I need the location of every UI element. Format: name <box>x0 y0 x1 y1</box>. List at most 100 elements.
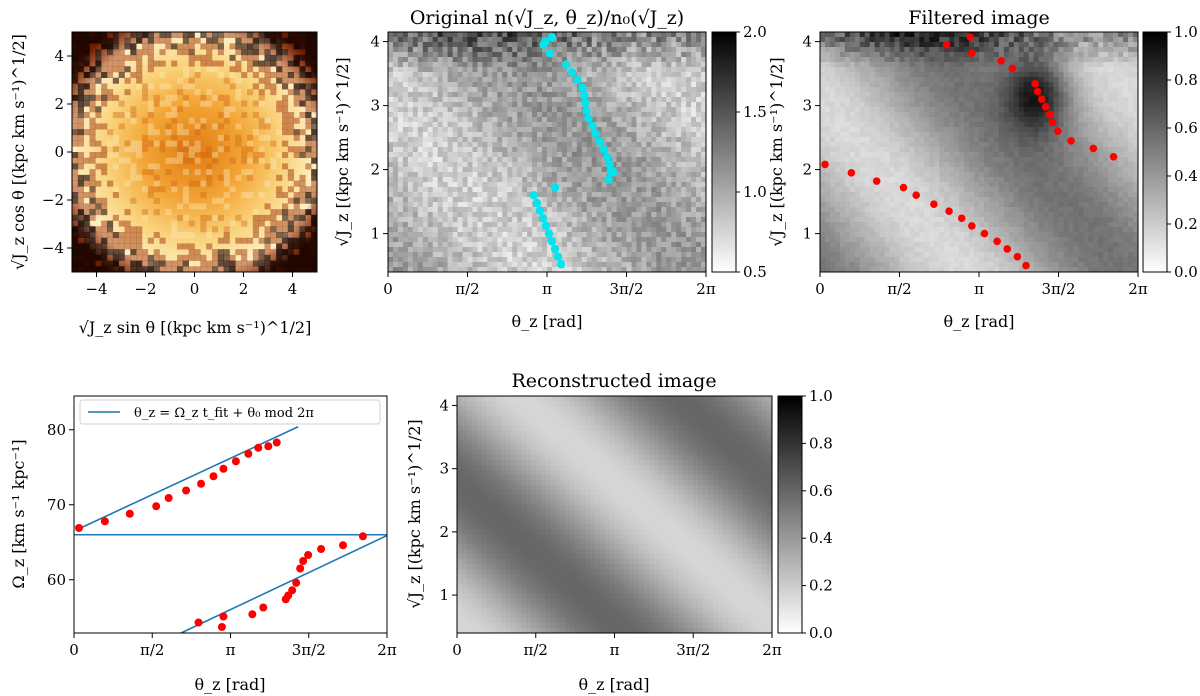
frequency-point <box>339 541 348 550</box>
panel-a-xtick-label: −4 <box>85 280 107 298</box>
frequency-point <box>219 464 228 473</box>
frequency-point <box>358 532 367 541</box>
filtered-point <box>1041 103 1050 111</box>
frequency-point <box>231 457 240 466</box>
panel-b-ytick-label: 4 <box>370 33 380 51</box>
original-point <box>541 221 551 231</box>
frequency-point <box>317 545 326 553</box>
panel-e-cbar-label: 0.4 <box>809 529 833 547</box>
frequency-point <box>209 472 218 481</box>
original-point <box>547 237 557 246</box>
filtered-point <box>942 41 951 49</box>
panel-b-xtick-label: 3π/2 <box>610 280 644 298</box>
panel-c-ylabel: √J_z [(kpc km s⁻¹)^1/2] <box>767 57 786 246</box>
original-point <box>582 106 591 115</box>
panel-c-cbar-label: 0.8 <box>1174 71 1198 89</box>
filtered-point <box>1089 144 1098 153</box>
frequency-point <box>164 494 173 502</box>
original-heatmap <box>388 32 706 272</box>
original-point <box>568 68 577 77</box>
original-point <box>553 252 563 261</box>
panel-a-ytick-label: −4 <box>42 239 64 257</box>
panel-e-cbar-label: 0.2 <box>809 577 833 595</box>
panel-d-xtick-label: π <box>226 641 236 659</box>
filtered-point <box>1013 252 1022 261</box>
panel-e-ytick-label: 4 <box>439 396 449 414</box>
panel-a-xtick-label: 0 <box>190 280 200 298</box>
original-point <box>580 91 589 100</box>
original-point <box>578 83 587 92</box>
frequency-point <box>248 610 257 619</box>
frequency-point <box>272 438 281 447</box>
panel-c-cbar-label: 0.0 <box>1174 263 1198 281</box>
original-point <box>605 160 614 169</box>
filtered-point <box>1109 153 1118 161</box>
frequency-point <box>292 578 301 587</box>
original-point <box>591 129 600 138</box>
panel-e-ytick-label: 1 <box>439 586 449 604</box>
face-on-heatmap <box>72 32 317 272</box>
filtered-point <box>1054 127 1062 135</box>
panel-a-ylabel: √J_z cos θ [(kpc km s⁻¹)^1/2] <box>9 34 28 270</box>
filtered-point <box>966 33 975 41</box>
panel-reconstructed: Reconstructed image 0 π/2 π 3π/2 2π 1 2 3 4 θ_z … <box>405 370 833 694</box>
panel-b-cbar-label: 1.0 <box>743 183 767 201</box>
panel-filtered: Filtered image 0 π/2 π 3π/2 2π 1 2 3 4 θ_z [rad]… <box>767 7 1198 331</box>
original-point <box>573 75 582 85</box>
frequency-point <box>288 586 297 595</box>
panel-a-ytick-label: 2 <box>54 95 64 113</box>
panel-c-xtick-label: 2π <box>1128 280 1148 298</box>
panel-d-xtick-label: 0 <box>69 641 79 659</box>
panel-c-cbar-label: 1.0 <box>1174 23 1198 41</box>
frequency-point <box>194 618 203 627</box>
original-colorbar <box>711 31 737 273</box>
panel-b-ytick-label: 1 <box>370 225 380 243</box>
panel-b-ylabel: √J_z [(kpc km s⁻¹)^1/2] <box>333 57 352 246</box>
frequency-point <box>259 603 268 612</box>
filtered-point <box>899 183 908 192</box>
panel-e-xtick-label: π/2 <box>524 641 548 659</box>
filtered-point <box>1033 87 1042 96</box>
panel-e-title: Reconstructed image <box>511 370 716 392</box>
panel-b-xtick-label: 2π <box>696 280 716 298</box>
panel-b-cbar-label: 1.5 <box>743 103 767 121</box>
original-point <box>604 175 613 185</box>
panel-b-cbar-label: 0.5 <box>743 263 767 281</box>
filtered-colorbar <box>1142 31 1168 273</box>
filtered-point <box>872 177 881 185</box>
filtered-point <box>968 49 976 57</box>
frequency-point <box>264 442 273 451</box>
panel-e-ytick-label: 3 <box>439 460 449 478</box>
panel-c-cbar-label: 0.4 <box>1174 167 1198 185</box>
original-point <box>529 191 538 200</box>
panel-b-ytick-label: 2 <box>370 161 380 179</box>
frequency-point <box>296 564 305 573</box>
panel-b-xtick-label: π/2 <box>455 280 479 298</box>
filtered-point <box>847 169 856 177</box>
panel-frequency-fit: 0 π/2 π 3π/2 2π 80 70 60 θ_z = Ω_z t_fit + θ₀ m… <box>9 395 397 694</box>
panel-a-xtick-label: 4 <box>288 280 298 298</box>
original-point <box>550 244 560 254</box>
panel-b-xlabel: θ_z [rad] <box>511 312 582 331</box>
fit-line <box>78 426 299 530</box>
original-point <box>550 183 560 192</box>
panel-c-ytick-label: 1 <box>802 225 812 243</box>
panel-c-xtick-label: 3π/2 <box>1042 280 1076 298</box>
panel-d-xtick-label: 3π/2 <box>292 641 326 659</box>
frequency-point <box>182 486 191 495</box>
frequency-point <box>219 612 228 621</box>
original-point <box>588 121 597 131</box>
panel-d-xtick-label: 2π <box>377 641 397 659</box>
original-point <box>561 60 571 69</box>
panel-e-cbar-label: 0.0 <box>809 624 833 642</box>
panel-b-xtick-label: 0 <box>383 280 393 298</box>
filtered-point <box>957 214 966 223</box>
filtered-point <box>1003 245 1012 253</box>
panel-a-ytick-label: −2 <box>42 191 64 209</box>
filtered-point <box>1031 80 1039 88</box>
original-point <box>602 152 612 161</box>
legend-label: θ_z = Ω_z t_fit + θ₀ mod 2π <box>134 406 314 421</box>
panel-c-ytick-label: 3 <box>802 97 812 115</box>
frequency-point <box>244 449 253 458</box>
frequency-point <box>74 524 83 532</box>
